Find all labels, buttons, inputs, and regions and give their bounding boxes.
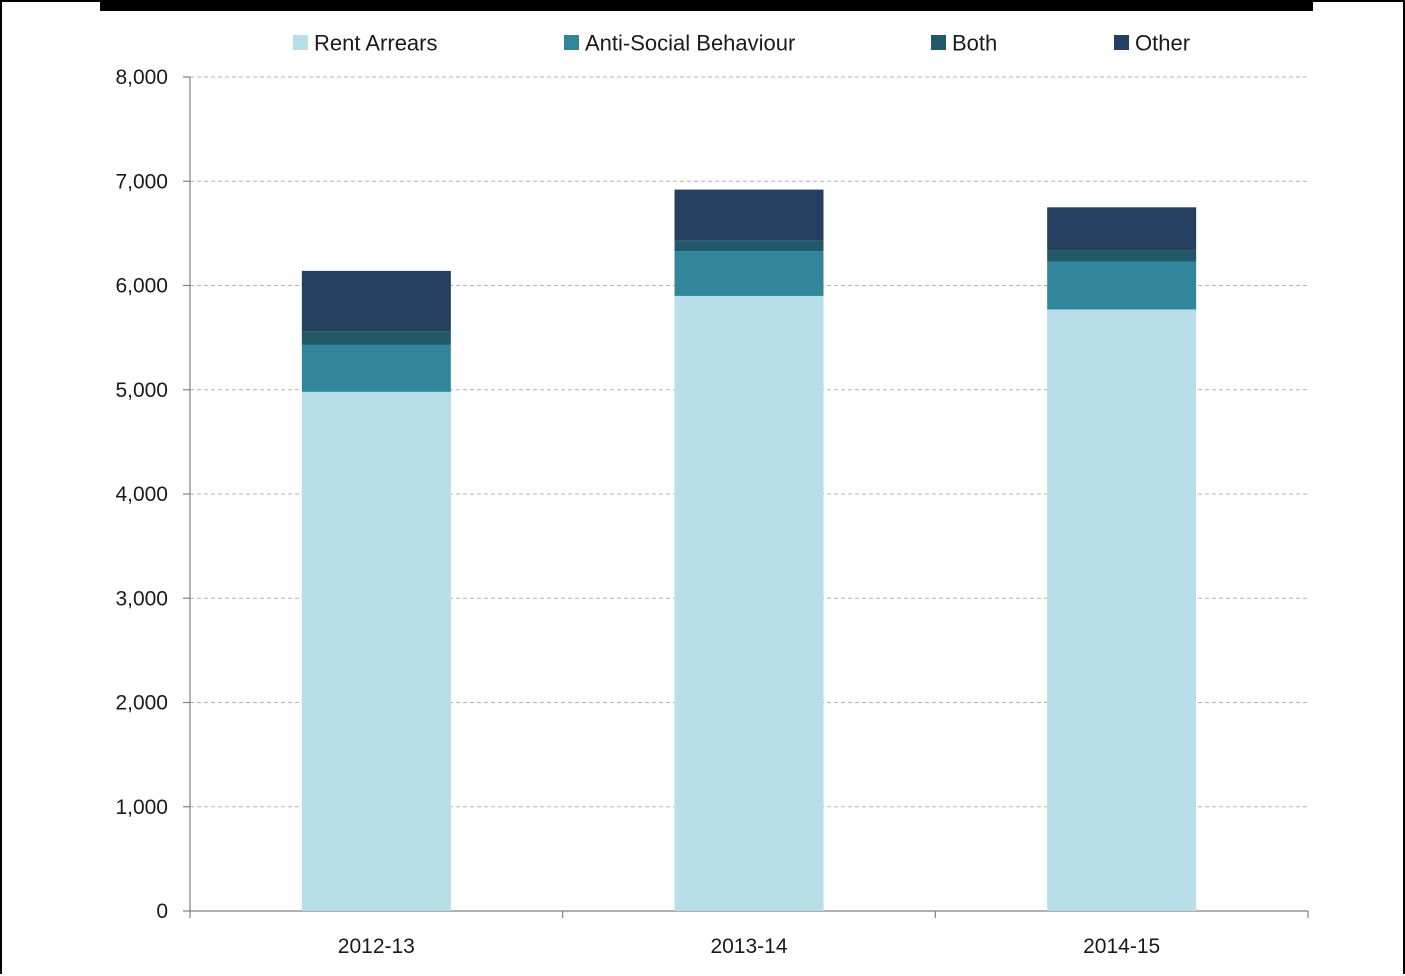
y-tick-label: 5,000 [115,379,168,402]
bar-segment [301,344,451,392]
y-tick-label: 6,000 [115,275,168,298]
legend-label: Anti-Social Behaviour [585,31,795,56]
y-tick-label: 1,000 [115,796,168,819]
bar-segment [1047,309,1197,911]
y-tick-label: 4,000 [115,483,168,506]
y-tick-label: 7,000 [115,170,168,193]
y-tick-label: 2,000 [115,692,168,715]
bar-segment [674,251,824,296]
x-axis: 2012-13 2013-14 2014-15 [189,910,1309,958]
bar-segment [301,270,451,332]
legend-swatch [293,35,308,50]
bar-segment [674,295,824,911]
x-tick-label: 2014-15 [1083,935,1160,958]
legend-label: Rent Arrears [314,31,438,56]
x-tick-label: 2013-14 [710,935,787,958]
bar-segment [1047,250,1197,262]
bar-segment [301,331,451,345]
y-axis: 0 1,000 2,000 3,000 4,000 5,000 6,000 7,000 8,00… [115,66,191,923]
bar-segment [301,391,451,912]
legend-label: Both [952,31,997,56]
bar-segment [1047,261,1197,310]
legend-swatch [564,35,579,50]
legend-label: Other [1135,31,1190,56]
x-tick-label: 2012-13 [338,935,415,958]
y-tick-label: 3,000 [115,587,168,610]
bar-segment [674,189,824,241]
bar-segment [1047,207,1197,251]
title-band-bar [100,2,1313,11]
title-band [100,2,1313,11]
y-tick-label: 8,000 [115,66,168,89]
legend-swatch [931,35,946,50]
bar-segment [674,240,824,252]
legend: Rent Arrears Anti-Social Behaviour Both Oth… [293,31,1190,56]
legend-swatch [1114,35,1129,50]
bars [301,189,1197,912]
y-tick-label: 0 [156,900,168,923]
